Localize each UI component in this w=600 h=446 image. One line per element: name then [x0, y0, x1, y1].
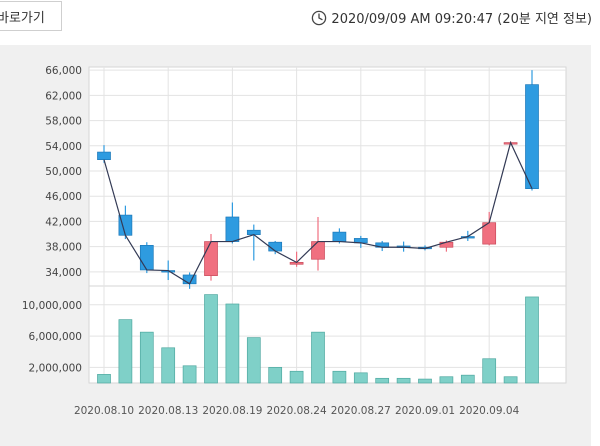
candle-body	[139, 245, 154, 271]
candle	[311, 217, 325, 271]
candle-body	[525, 84, 539, 189]
candle-body	[204, 241, 218, 276]
volume-bar	[482, 358, 497, 384]
back-button[interactable]: 바로가기	[0, 1, 62, 31]
candle	[525, 70, 539, 191]
volume-bar	[225, 303, 240, 384]
x-tick-label: 2020.09.04	[459, 405, 519, 417]
volume-bar	[311, 331, 325, 384]
volume-tick-label: 2,000,000	[29, 362, 82, 374]
candle	[225, 202, 240, 244]
x-tick-label: 2020.08.19	[202, 405, 262, 417]
x-tick-label: 2020.09.01	[395, 405, 455, 417]
candlesticks	[97, 70, 539, 289]
volume-bar	[289, 370, 304, 384]
price-tick-label: 42,000	[45, 216, 82, 228]
candle	[482, 211, 497, 246]
x-tick-label: 2020.08.13	[138, 405, 198, 417]
candle	[139, 242, 154, 274]
volume-bar	[375, 377, 390, 384]
volume-bar	[353, 372, 368, 384]
price-tick-label: 38,000	[45, 242, 82, 254]
volume-bar	[396, 377, 411, 384]
volume-bar	[332, 370, 347, 384]
volume-bar	[182, 365, 197, 384]
price-y-axis: 34,000 38,000 42,000 46,000 50,000 54,000 58,0…	[45, 65, 82, 279]
price-tick-label: 50,000	[45, 166, 82, 178]
volume-bar	[503, 376, 518, 384]
x-tick-label: 2020.08.27	[331, 405, 391, 417]
volume-bar	[268, 367, 283, 384]
volume-bar	[439, 376, 454, 384]
volume-bar	[525, 296, 539, 384]
candle-body	[97, 151, 111, 160]
volume-bar	[460, 374, 475, 384]
stock-chart: 34,000 38,000 42,000 46,000 50,000 54,000 58,0…	[22, 65, 567, 417]
volume-bar	[204, 294, 218, 384]
volume-bar	[97, 374, 111, 384]
x-tick-label: 2020.08.24	[267, 405, 327, 417]
candle-body	[225, 216, 240, 242]
chart-panel: 34,000 38,000 42,000 46,000 50,000 54,000 58,0…	[0, 45, 591, 446]
price-tick-label: 34,000	[45, 267, 82, 279]
candle-body	[268, 241, 283, 252]
price-tick-label: 54,000	[45, 141, 82, 153]
volume-bar	[161, 347, 176, 384]
x-axis: 2020.08.10 2020.08.13 2020.08.19 2020.08.24…	[74, 405, 520, 417]
volume-bar	[246, 337, 261, 384]
volume-y-axis: 2,000,000 6,000,000 10,000,000	[22, 300, 82, 375]
volume-bar	[118, 319, 133, 384]
x-tick-label: 2020.08.10	[74, 405, 134, 417]
candle-body	[311, 241, 325, 260]
timestamp-text: 2020/09/09 AM 09:20:47 (20분 지연 정보)	[331, 12, 592, 27]
candle-body	[332, 231, 347, 242]
timestamp: 2020/09/09 AM 09:20:47 (20분 지연 정보)	[311, 8, 592, 27]
price-tick-label: 62,000	[45, 90, 82, 102]
volume-bar	[139, 331, 154, 384]
volume-tick-label: 10,000,000	[22, 300, 82, 312]
volume-tick-label: 6,000,000	[29, 331, 82, 343]
price-tick-label: 66,000	[45, 65, 82, 77]
price-tick-label: 46,000	[45, 191, 82, 203]
close-price-line	[103, 140, 533, 285]
volume-bars	[97, 294, 539, 384]
volume-bar	[418, 378, 432, 384]
price-plot-area	[88, 66, 567, 293]
clock-icon	[312, 10, 327, 25]
price-tick-label: 58,000	[45, 116, 82, 128]
candle-body	[246, 229, 261, 235]
